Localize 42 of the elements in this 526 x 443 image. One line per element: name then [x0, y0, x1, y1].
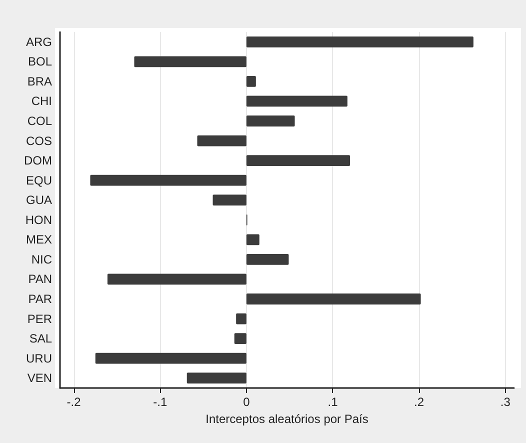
x-axis-title: Interceptos aleatórios por País — [206, 412, 368, 426]
bar — [246, 234, 260, 246]
y-tick-label: SAL — [29, 332, 52, 346]
y-tick-label: GUA — [26, 193, 52, 208]
bar — [246, 254, 289, 265]
bar — [234, 333, 246, 344]
y-tick-label: URU — [26, 351, 52, 366]
x-tick-label: .3 — [500, 395, 511, 409]
bar — [246, 36, 474, 48]
bar — [90, 174, 246, 186]
bar — [134, 56, 246, 68]
x-tick-label: .1 — [328, 395, 338, 409]
y-tick-label: BOL — [28, 54, 52, 69]
y-tick-label: HON — [25, 212, 52, 227]
bar — [246, 76, 256, 87]
x-tick-label: 0 — [243, 395, 250, 409]
bar — [246, 116, 295, 126]
x-tick-label: .2 — [414, 395, 424, 409]
bar — [186, 372, 246, 384]
bar — [246, 155, 350, 166]
bar — [107, 274, 246, 285]
y-tick-label: MEX — [26, 232, 52, 247]
bar — [246, 96, 348, 107]
y-tick-label: DOM — [24, 154, 52, 168]
y-tick-label: COL — [27, 114, 52, 128]
bar — [246, 294, 421, 304]
y-tick-label: PAN — [28, 272, 52, 286]
bar — [197, 135, 246, 146]
y-tick-label: VEN — [27, 371, 52, 386]
y-tick-label: ARG — [26, 34, 52, 49]
x-tick-label: -.1 — [153, 395, 168, 409]
bar — [95, 352, 246, 364]
y-tick-label: BRA — [27, 74, 52, 88]
y-tick-label: NIC — [31, 252, 52, 266]
y-tick-label: PAR — [28, 292, 52, 306]
y-tick-label: PER — [27, 312, 52, 326]
x-tick-label: -.2 — [66, 395, 82, 409]
y-tick-label: EQU — [26, 173, 52, 188]
bar — [212, 194, 246, 206]
y-tick-label: COS — [26, 134, 52, 148]
bar — [236, 313, 246, 324]
y-tick-label: CHI — [31, 94, 52, 108]
